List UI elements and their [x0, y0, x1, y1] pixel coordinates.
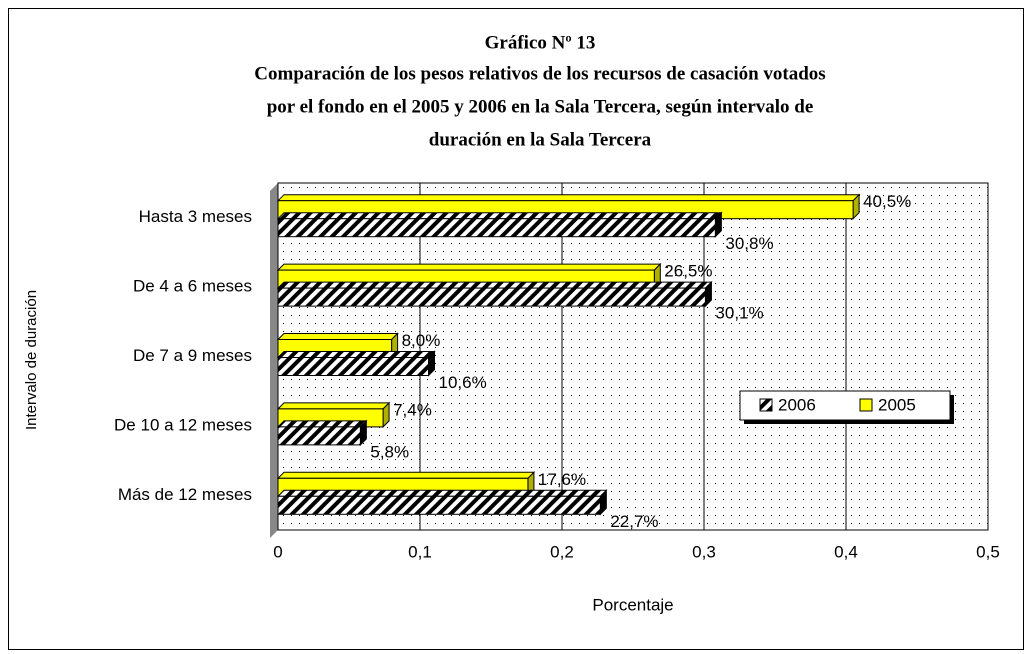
legend-shadow	[744, 420, 954, 424]
bar-top	[276, 194, 861, 202]
y-tick-label: Hasta 3 meses	[139, 207, 252, 226]
data-label: 26,5%	[664, 262, 712, 281]
y-tick-label: De 7 a 9 meses	[133, 346, 252, 365]
bar-top	[276, 281, 713, 289]
x-tick-label: 0,2	[550, 542, 574, 561]
x-tick-label: 0,1	[408, 542, 432, 561]
bar-top	[276, 489, 608, 497]
data-label: 8,0%	[402, 331, 441, 350]
side-wall	[270, 183, 278, 538]
data-label: 30,1%	[715, 304, 763, 323]
legend-swatch	[859, 398, 873, 412]
bar-top	[276, 212, 723, 220]
data-label: 17,6%	[538, 470, 586, 489]
bar	[277, 218, 716, 238]
bar-top	[276, 402, 391, 410]
x-tick-label: 0	[273, 542, 282, 561]
data-label: 30,8%	[725, 234, 773, 253]
data-label: 10,6%	[439, 373, 487, 392]
y-axis-label: Intervalo de duración	[23, 290, 40, 430]
x-tick-label: 0,4	[834, 542, 858, 561]
bar-top	[276, 351, 436, 358]
legend-shadow	[950, 395, 954, 424]
y-tick-label: De 10 a 12 meses	[114, 415, 252, 434]
bar	[277, 426, 361, 446]
x-axis-label: Porcentaje	[592, 595, 673, 614]
legend-label: 2006	[778, 395, 816, 414]
x-tick-label: 0,5	[976, 542, 1000, 561]
data-label: 7,4%	[393, 400, 432, 419]
bar-top	[276, 471, 536, 479]
chart-title: Gráfico Nº 13	[485, 32, 596, 53]
y-tick-label: De 4 a 6 meses	[133, 277, 252, 296]
chart-subtitle: por el fondo en el 2005 y 2006 en la Sal…	[267, 96, 814, 117]
bar-top	[276, 420, 368, 428]
legend-swatch	[759, 398, 773, 412]
chart-subtitle: Comparación de los pesos relativos de lo…	[254, 63, 825, 84]
legend-box	[739, 390, 951, 421]
data-label: 5,8%	[370, 442, 409, 461]
bar	[277, 357, 430, 376]
bar-top	[276, 333, 399, 340]
data-label: 40,5%	[863, 192, 911, 211]
y-tick-label: Más de 12 meses	[118, 485, 252, 504]
legend-label: 2005	[878, 395, 916, 414]
bar-top	[276, 263, 662, 271]
bar	[277, 287, 706, 307]
chart-subtitle: duración en la Sala Tercera	[429, 129, 652, 150]
x-tick-label: 0,3	[692, 542, 716, 561]
data-label: 22,7%	[610, 512, 658, 531]
bar	[277, 495, 601, 515]
